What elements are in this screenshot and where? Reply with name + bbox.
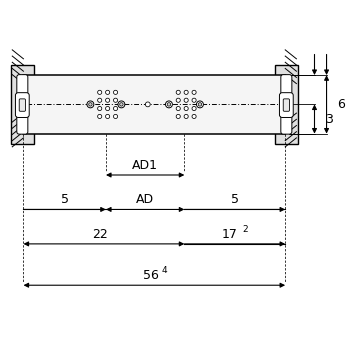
Text: 6: 6: [337, 98, 345, 111]
Circle shape: [113, 106, 118, 111]
Circle shape: [192, 90, 196, 94]
FancyBboxPatch shape: [281, 75, 292, 94]
Circle shape: [184, 90, 188, 94]
Text: 5: 5: [61, 193, 69, 206]
Circle shape: [98, 114, 102, 119]
Circle shape: [184, 106, 188, 111]
Text: 22: 22: [93, 228, 108, 241]
Circle shape: [198, 103, 202, 106]
Text: 4: 4: [162, 266, 168, 275]
Text: 17: 17: [222, 228, 238, 241]
Circle shape: [89, 103, 92, 106]
FancyBboxPatch shape: [281, 114, 292, 134]
Circle shape: [120, 103, 123, 106]
Circle shape: [192, 114, 196, 119]
Circle shape: [166, 101, 173, 108]
Bar: [275, 65, 298, 144]
Circle shape: [192, 98, 196, 102]
Circle shape: [98, 106, 102, 111]
Text: 56: 56: [143, 269, 159, 282]
FancyBboxPatch shape: [283, 99, 289, 111]
Circle shape: [87, 101, 94, 108]
Bar: [23, 75, 285, 134]
FancyBboxPatch shape: [17, 114, 28, 134]
Bar: [11, 65, 34, 144]
Text: 2: 2: [243, 225, 248, 234]
Circle shape: [118, 101, 125, 108]
Circle shape: [176, 98, 180, 102]
Circle shape: [98, 90, 102, 94]
Circle shape: [196, 101, 203, 108]
Circle shape: [176, 106, 180, 111]
Text: AD1: AD1: [132, 159, 158, 172]
Text: 3: 3: [325, 113, 333, 126]
Circle shape: [106, 98, 110, 102]
Circle shape: [106, 114, 110, 119]
Circle shape: [145, 102, 150, 107]
Circle shape: [113, 114, 118, 119]
FancyBboxPatch shape: [15, 93, 29, 118]
Circle shape: [113, 90, 118, 94]
Circle shape: [98, 98, 102, 102]
FancyBboxPatch shape: [19, 99, 26, 111]
Circle shape: [106, 90, 110, 94]
Circle shape: [176, 114, 180, 119]
Circle shape: [167, 103, 171, 106]
Circle shape: [192, 106, 196, 111]
Circle shape: [176, 90, 180, 94]
Text: 5: 5: [231, 193, 239, 206]
Circle shape: [106, 106, 110, 111]
Circle shape: [113, 98, 118, 102]
FancyBboxPatch shape: [279, 93, 293, 118]
Circle shape: [184, 114, 188, 119]
FancyBboxPatch shape: [17, 75, 28, 94]
Text: AD: AD: [136, 193, 154, 206]
Circle shape: [184, 98, 188, 102]
